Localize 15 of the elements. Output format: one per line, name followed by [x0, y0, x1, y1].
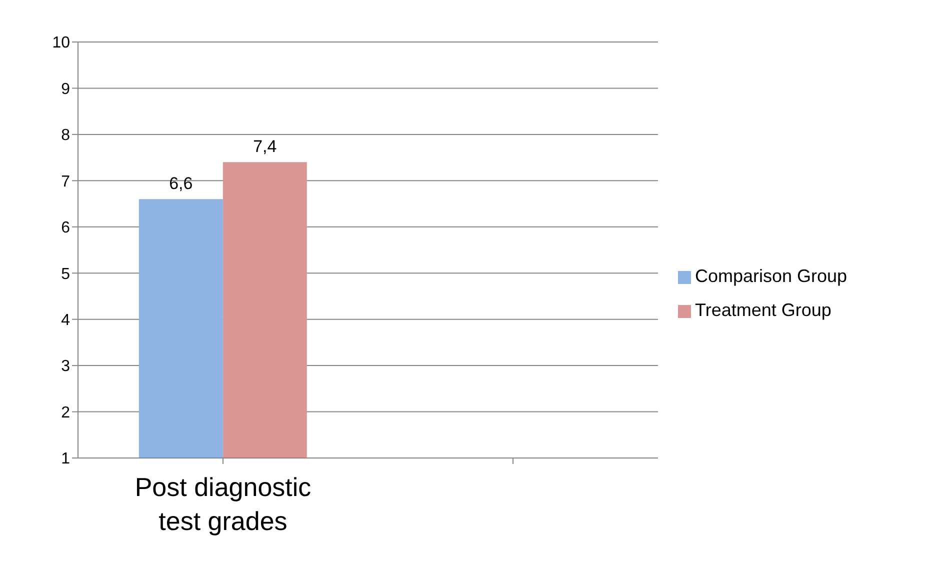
- data-label: 7,4: [253, 137, 277, 156]
- x-tick-label: Post diagnostic test grades: [134, 472, 312, 536]
- y-tick-label: 3: [61, 358, 70, 376]
- y-tick-label: 7: [61, 173, 70, 190]
- legend-label: Treatment Group: [695, 300, 832, 320]
- y-tick-label: 6: [61, 220, 70, 237]
- y-tick-label: 2: [61, 404, 70, 422]
- data-label: 6,6: [169, 174, 193, 194]
- y-tick-label: 10: [52, 34, 70, 52]
- y-tick-label: 9: [61, 80, 70, 98]
- y-tick-label: 5: [61, 266, 70, 283]
- y-tick-label: 8: [61, 127, 70, 144]
- y-tick-label: 4: [61, 312, 70, 330]
- legend-label: Comparison Group: [695, 266, 848, 286]
- y-tick-label: 1: [61, 450, 70, 468]
